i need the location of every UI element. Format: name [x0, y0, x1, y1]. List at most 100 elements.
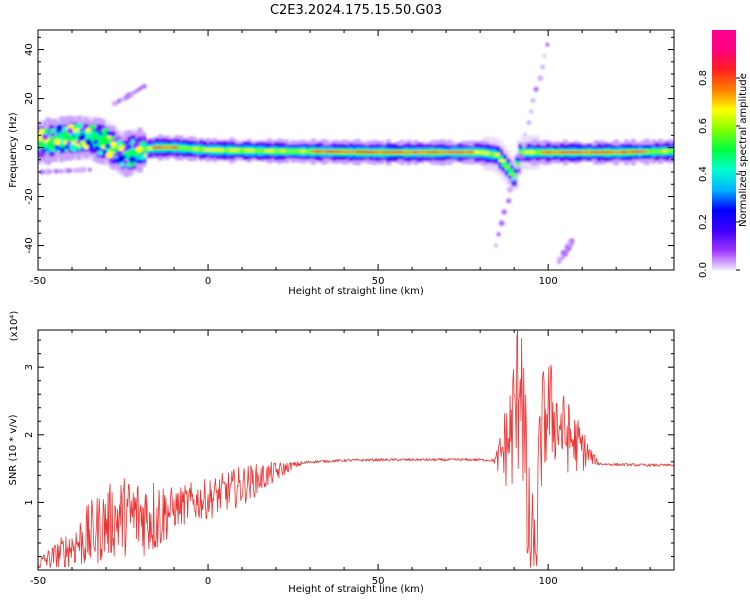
heat-secondary-trace-point	[540, 64, 546, 70]
heat-noise-blob	[66, 141, 72, 146]
heat-noise-blob	[101, 138, 109, 145]
heat-secondary-trace-point	[44, 168, 51, 175]
figure-title: C2E3.2024.175.15.50.G03	[270, 3, 442, 18]
heat-noise-blob	[117, 155, 125, 163]
heat-ridge-cell	[279, 149, 286, 153]
snr-x-tick-label: -50	[30, 576, 46, 587]
heat-band-cell	[127, 148, 133, 158]
spectrogram-x-tick-label: 50	[372, 276, 385, 287]
heat-ridge-cell	[228, 148, 235, 152]
heat-ridge-cell	[453, 150, 460, 154]
heat-secondary-trace-point	[111, 100, 118, 107]
heat-secondary-trace-point	[562, 250, 566, 254]
heat-secondary-trace-point	[506, 186, 514, 193]
colorbar-tick-label: 0.0	[698, 262, 709, 278]
heat-noise-blob	[69, 123, 74, 129]
heat-ridge-cell	[361, 150, 368, 154]
heat-ridge-cell	[177, 146, 184, 150]
heat-secondary-trace-point	[533, 86, 539, 92]
heat-ridge-cell	[223, 148, 230, 152]
heat-secondary-trace-point	[523, 132, 527, 136]
heat-ridge-cell	[208, 148, 215, 152]
heat-ridge-cell	[284, 149, 291, 153]
heat-secondary-trace-point	[542, 54, 546, 58]
heat-ridge-cell	[463, 150, 470, 154]
heat-ridge-cell	[652, 150, 659, 153]
heat-ridge-cell	[443, 150, 450, 154]
colorbar-tick-label: 0.6	[698, 118, 709, 134]
heat-noise-blob	[85, 138, 92, 146]
spectrogram-x-axis-label: Height of straight line (km)	[288, 286, 424, 297]
heat-noise-blob	[128, 155, 136, 163]
heat-secondary-trace-point	[66, 167, 72, 174]
heat-ridge-cell	[203, 148, 210, 151]
snr-x-ticks: -50 0 50 100	[30, 330, 651, 587]
heat-ridge-cell	[188, 147, 195, 150]
heat-ridge-cell	[254, 149, 261, 152]
snr-frame	[37, 329, 675, 571]
heat-noise-blob	[63, 130, 67, 135]
heat-band-cell	[72, 133, 79, 143]
heat-ridge-cell	[310, 150, 317, 153]
heat-ridge-cell	[642, 150, 649, 153]
heat-ridge-cell	[540, 150, 547, 154]
heat-ridge-cell	[636, 150, 643, 153]
heat-ridge-cell	[647, 150, 654, 153]
heat-ridge-cell	[534, 150, 541, 154]
heat-ridge-cell	[193, 147, 200, 151]
heat-ridge-cell	[244, 149, 251, 152]
heat-noise-blob	[132, 140, 139, 148]
heat-ridge-cell	[422, 150, 429, 154]
heat-noise-blob	[85, 133, 91, 139]
heat-secondary-trace-point	[506, 198, 512, 204]
heat-band-cell	[501, 159, 507, 167]
heat-ridge-cell	[667, 149, 674, 153]
heat-ridge-cell	[152, 146, 159, 149]
heat-band-cell	[130, 146, 136, 158]
heat-ridge-cell	[412, 150, 419, 154]
heat-noise-blob	[138, 159, 143, 164]
heat-ridge-cell	[494, 153, 501, 156]
heat-ridge-cell	[249, 149, 256, 152]
heat-ridge-cell	[305, 150, 312, 153]
colorbar-gradient	[712, 30, 736, 270]
heat-ridge-cell	[290, 149, 297, 153]
spectrogram-y-tick-label: 0	[24, 144, 35, 150]
heat-noise-blob	[107, 135, 112, 140]
snr-x-tick-label: 0	[205, 576, 211, 587]
spectrogram-x-tick-label: -50	[30, 276, 46, 287]
heat-ridge-cell	[509, 173, 516, 176]
heat-ridge-cell	[448, 150, 455, 154]
spectrogram-blobs	[38, 42, 674, 265]
colorbar-label: Normalized spectral amplitude	[738, 73, 749, 227]
heat-noise-blob	[91, 130, 96, 135]
heat-noise-blob	[85, 127, 92, 133]
spectrogram-x-ticks: -50 0 50 100	[30, 30, 651, 287]
heat-noise-blob	[118, 145, 125, 152]
heat-ridge-cell	[621, 150, 628, 154]
spectrogram-panel: -50 0 50 100 -40 -20 0 20 40 Height of straight…	[8, 29, 675, 297]
heat-ridge-cell	[432, 150, 439, 154]
heat-ridge-cell	[473, 150, 480, 154]
heat-band-cell	[508, 168, 514, 176]
heat-ridge-cell	[335, 150, 342, 154]
heat-ridge-cell	[662, 149, 669, 153]
heat-noise-blob	[97, 150, 103, 156]
heat-noise-blob	[62, 139, 68, 144]
heat-ridge-cell	[407, 150, 414, 154]
heat-ridge-cell	[545, 150, 552, 154]
heat-secondary-trace-point	[545, 42, 550, 47]
heat-ridge-cell	[325, 150, 332, 153]
heat-ridge-cell	[596, 150, 603, 154]
heat-ridge-cell	[387, 150, 394, 154]
heat-noise-blob	[64, 148, 69, 153]
snr-y-ticks: 1 2 3	[24, 339, 674, 557]
heat-ridge-cell	[402, 150, 409, 154]
heat-noise-blob	[110, 141, 117, 148]
heat-secondary-trace-point	[526, 120, 532, 126]
heat-band-cell	[89, 133, 96, 145]
heat-ridge-cell	[524, 150, 531, 154]
spectrogram-y-tick-label: -40	[24, 237, 35, 253]
